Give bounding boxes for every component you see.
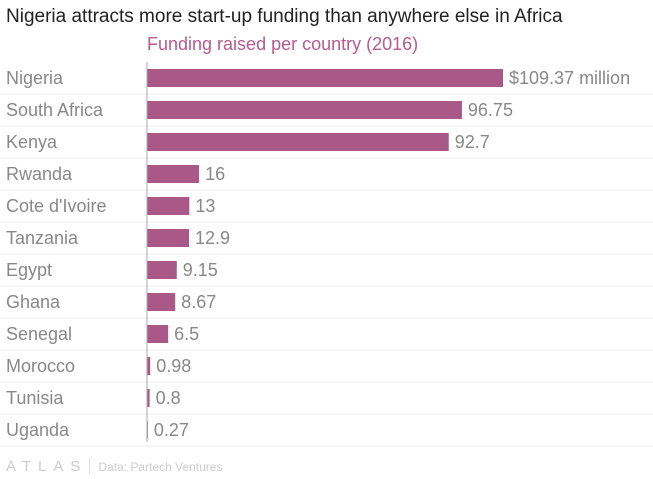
data-label: $109.37 million [509,68,630,88]
category-label: Kenya [6,132,58,152]
data-label: 12.9 [195,228,230,248]
category-label: Tanzania [6,228,79,248]
category-label: Cote d'Ivoire [6,196,107,216]
bar [147,357,151,375]
category-label: Egypt [6,260,52,280]
chart-title: Nigeria attracts more start-up funding t… [6,6,563,27]
bar [147,325,169,343]
category-label: Uganda [6,420,70,440]
data-label: 0.98 [156,356,191,376]
chart-subtitle: Funding raised per country (2016) [147,34,419,54]
category-label: Ghana [6,292,61,312]
data-label: 0.27 [154,420,189,440]
data-label: 8.67 [181,292,216,312]
data-label: 9.15 [183,260,218,280]
bar [147,165,200,183]
bar [147,69,503,87]
category-label: Morocco [6,356,75,376]
footer: ATLAS Data: Partech Ventures [6,458,222,475]
category-label: Rwanda [6,164,73,184]
bar [147,389,150,407]
data-label: 16 [205,164,225,184]
bar [147,133,449,151]
data-label: 92.7 [455,132,490,152]
bar [147,101,462,119]
source-note: Data: Partech Ventures [98,460,223,474]
data-label: 6.5 [174,324,199,344]
divider [89,458,91,474]
bar [147,229,189,247]
bar [147,197,190,215]
category-label: Nigeria [6,68,64,88]
data-label: 13 [195,196,215,216]
data-label: 96.75 [468,100,513,120]
category-label: Senegal [6,324,72,344]
category-label: South Africa [6,100,104,120]
atlas-logo: ATLAS [6,458,88,475]
bar [147,293,176,311]
bar [147,261,177,279]
data-label: 0.8 [156,388,181,408]
category-label: Tunisia [6,388,64,408]
